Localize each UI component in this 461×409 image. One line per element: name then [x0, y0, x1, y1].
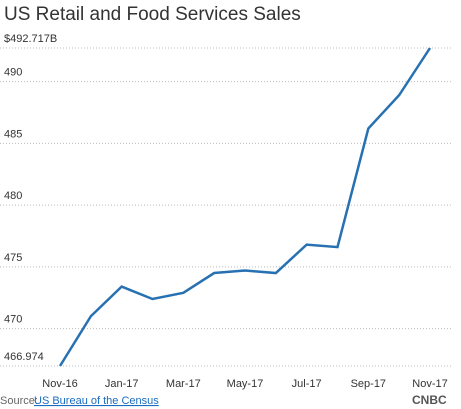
source-label: Source:	[0, 395, 38, 407]
x-tick-label: May-17	[227, 378, 264, 390]
y-tick-label: $492.717B	[4, 33, 57, 45]
x-tick-label: Sep-17	[351, 378, 386, 390]
y-tick-label: 490	[4, 67, 22, 79]
x-tick-label: Mar-17	[166, 378, 201, 390]
y-tick-label: 466.974	[4, 351, 44, 363]
x-tick-label: Jul-17	[292, 378, 322, 390]
logo: CNBC	[412, 393, 447, 407]
data-line	[58, 47, 432, 367]
x-tick-label: Jan-17	[105, 378, 139, 390]
y-tick-label: 470	[4, 314, 22, 326]
x-tick-label: Nov-16	[42, 378, 77, 390]
y-tick-label: 480	[4, 190, 22, 202]
source-link[interactable]: US Bureau of the Census	[34, 395, 159, 407]
y-tick-label: 475	[4, 252, 22, 264]
chart-title: US Retail and Food Services Sales	[4, 4, 301, 25]
y-tick-label: 485	[4, 128, 22, 140]
x-tick-label: Nov-17	[412, 378, 447, 390]
